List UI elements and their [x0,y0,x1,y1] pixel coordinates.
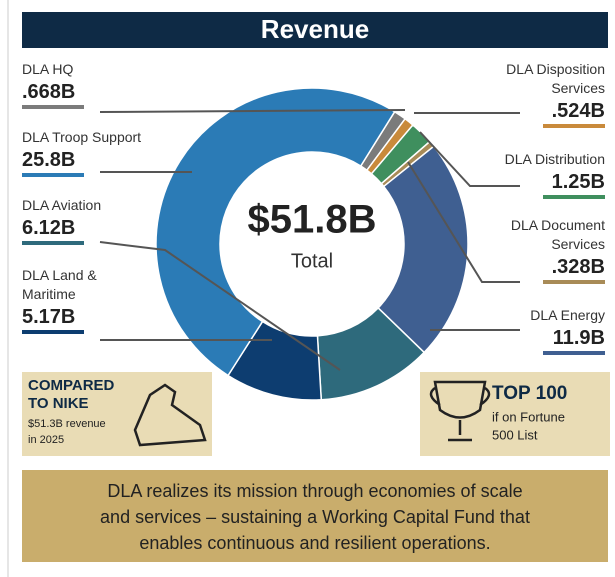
top100-box [420,372,610,456]
legend-swatch [22,330,84,334]
legend-value: 25.8B [22,149,76,171]
legend-value: .668B [22,81,76,103]
leader [407,161,520,283]
legend-item: DLA Distribution 1.25B [455,150,605,213]
center-value: $51.8B [248,198,377,242]
legend-label: DLA Land & Maritime [22,267,97,302]
legend-item: DLA Disposition Services .524B [455,60,605,142]
nike-note: $51.3B revenue [28,418,106,430]
center-label: Total [291,250,333,272]
legend-swatch [543,280,605,284]
donut-segment [155,87,396,377]
legend-label: DLA HQ [22,61,74,77]
footer-text: DLA realizes its mission through economi… [107,481,522,501]
legend-swatch [22,241,84,245]
legend-label: DLA Document Services [510,217,605,252]
nike-title: TO NIKE [28,395,89,412]
footer-banner [22,470,608,562]
legend-value: 5.17B [22,306,76,328]
legend-label: DLA Distribution [504,151,605,167]
legend-swatch [22,173,84,177]
legend-swatch [543,195,605,199]
donut-segment [377,145,469,354]
legend-item: DLA Aviation 6.12B [22,196,192,259]
nike-title: COMPARED [28,377,115,394]
legend-label: DLA Disposition Services [506,61,605,96]
legend-value: 1.25B [551,171,605,193]
top100-note: 500 List [492,427,538,442]
leader [99,109,406,113]
legend-value: 11.9B [552,327,605,349]
trophy-icon [429,380,491,442]
legend-item: DLA HQ .668B [22,60,192,123]
legend-label: DLA Energy [530,307,605,323]
donut [155,87,469,401]
nike-note: in 2025 [28,434,64,446]
legend-value: 6.12B [22,217,76,239]
top100-note: if on Fortune [492,409,565,424]
legend-label: DLA Aviation [22,197,102,213]
legend-value: .328B [551,256,605,278]
footer-text: enables continuous and resilient operati… [139,533,490,553]
legend-item: DLA Troop Support 25.8B [22,128,192,191]
footer-text: and services – sustaining a Working Capi… [100,507,530,527]
legend-swatch [22,105,84,109]
header-bar [22,12,608,48]
legend-item: DLA Document Services .328B [475,216,605,298]
leader-lines [99,109,520,371]
legend-swatch [543,124,605,128]
leader [419,131,520,187]
top100-title: TOP 100 [492,383,567,404]
chart-title: Revenue [261,14,369,44]
legend-item: DLA Energy 11.9B [455,306,605,369]
leader [99,241,341,371]
legend-value: .524B [551,100,605,122]
shoe-icon [133,383,207,447]
legend-label: DLA Troop Support [22,129,142,145]
legend-swatch [543,351,605,355]
legend-item: DLA Land & Maritime 5.17B [22,266,132,348]
